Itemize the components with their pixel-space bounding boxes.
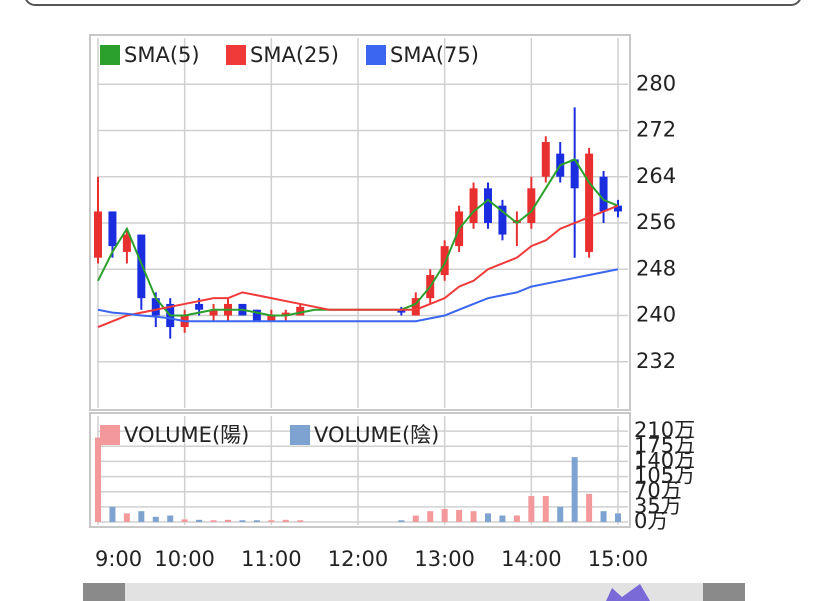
scroll-left[interactable]	[83, 583, 125, 601]
candle-body	[614, 205, 622, 212]
x-tick-label: 13:00	[414, 547, 475, 571]
x-tick-label: 14:00	[501, 547, 562, 571]
candle-body	[541, 142, 550, 177]
volume-bar	[412, 515, 419, 522]
legend-swatch	[100, 425, 120, 445]
y-tick-label: 240	[636, 303, 676, 327]
volume-bar	[297, 520, 304, 522]
volume-bar	[239, 520, 246, 522]
sma-line	[97, 268, 619, 323]
volume-bar	[167, 515, 174, 522]
legend-label: SMA(75)	[390, 43, 479, 67]
legend-label: VOLUME(陽)	[124, 423, 249, 447]
legend-swatch	[100, 45, 120, 65]
volume-bar	[557, 506, 564, 522]
volume-bar	[528, 496, 535, 522]
volume-bar	[398, 520, 405, 522]
volume-bar	[571, 457, 578, 522]
volume-panel	[89, 412, 631, 528]
volume-bar	[542, 496, 549, 522]
candle-body	[137, 234, 146, 299]
volume-bar	[600, 511, 607, 522]
y-tick-label: 175万	[634, 433, 695, 457]
y-tick-label: 0万	[634, 509, 668, 533]
candle-body	[570, 159, 579, 189]
candle-body	[252, 309, 261, 322]
candle-body	[440, 246, 449, 276]
legend-label: SMA(25)	[250, 43, 339, 67]
volume-bar	[109, 506, 116, 522]
scroll-handle[interactable]	[606, 584, 650, 601]
volume-bar	[513, 515, 520, 522]
candle-body	[108, 211, 117, 247]
y-tick-label: 280	[636, 71, 676, 95]
candle-body	[267, 315, 276, 322]
volume-bar	[181, 519, 188, 522]
volume-bar	[210, 520, 217, 522]
x-tick-label: 11:00	[241, 547, 302, 571]
legend-label: VOLUME(陰)	[314, 423, 439, 447]
volume-bar	[268, 520, 275, 522]
legend-label: SMA(5)	[124, 43, 200, 67]
volume-bar	[441, 509, 448, 522]
candle-body	[195, 303, 204, 310]
top-bar	[25, 0, 801, 6]
y-tick-label: 140万	[634, 448, 695, 472]
x-tick-label: 9:00	[95, 547, 142, 571]
candle-body	[122, 234, 131, 252]
volume-bar	[225, 519, 231, 522]
candle-body	[585, 153, 594, 252]
legend-swatch	[226, 45, 246, 65]
volume-bar	[95, 437, 101, 522]
sma-line	[97, 204, 619, 328]
y-tick-label: 272	[636, 118, 676, 142]
y-tick-label: 256	[636, 210, 676, 234]
y-tick-label: 70万	[634, 479, 682, 503]
volume-bar	[427, 511, 434, 522]
volume-bar	[470, 511, 477, 522]
legend-swatch	[290, 425, 310, 445]
candle-body	[209, 309, 218, 316]
volume-bar	[282, 519, 289, 522]
y-tick-label: 248	[636, 256, 676, 280]
candle-body	[151, 298, 160, 316]
volume-bar	[196, 519, 203, 522]
volume-bar	[152, 516, 159, 522]
volume-bar	[456, 509, 463, 522]
volume-bar	[499, 515, 506, 522]
x-tick-label: 15:00	[588, 547, 649, 571]
volume-bar	[615, 513, 621, 522]
candle-body	[599, 176, 608, 212]
volume-bar	[253, 520, 260, 522]
scroll-right[interactable]	[703, 583, 745, 601]
candle-body	[527, 188, 536, 223]
candle-body	[484, 188, 492, 223]
y-tick-label: 264	[636, 164, 676, 188]
scrollbar[interactable]	[83, 583, 745, 601]
candle-body	[498, 205, 507, 235]
candle-body	[512, 220, 521, 223]
candle-body	[411, 298, 420, 316]
y-tick-label: 210万	[634, 418, 695, 442]
volume-bar	[138, 511, 145, 522]
x-tick-label: 10:00	[154, 547, 215, 571]
volume-bar	[123, 513, 130, 522]
y-tick-label: 35万	[634, 494, 682, 518]
y-tick-label: 105万	[634, 464, 695, 488]
candle-body	[94, 211, 102, 258]
y-tick-label: 232	[636, 349, 676, 373]
volume-bar	[586, 493, 593, 522]
candle-body	[469, 188, 478, 223]
candle-body	[296, 306, 305, 316]
legend-swatch	[366, 45, 386, 65]
volume-bar	[485, 513, 491, 522]
candle-body	[281, 312, 290, 316]
candle-body	[397, 309, 406, 313]
x-tick-label: 12:00	[328, 547, 389, 571]
